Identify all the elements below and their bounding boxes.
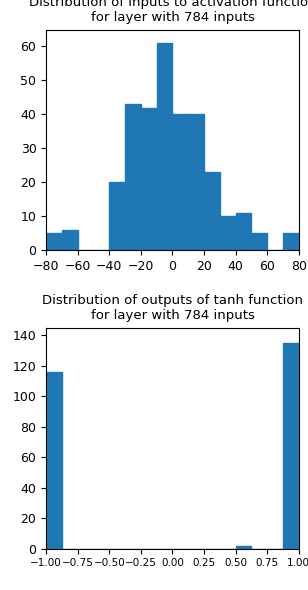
Bar [62, 230, 78, 250]
Bar [251, 234, 267, 250]
Bar [283, 343, 299, 549]
Bar [236, 213, 251, 250]
Bar [172, 114, 188, 250]
Bar [109, 182, 125, 250]
Bar [220, 217, 236, 250]
Bar [204, 172, 220, 250]
Title: Distribution of inputs to activation function
for layer with 784 inputs: Distribution of inputs to activation fun… [29, 0, 308, 24]
Bar [125, 104, 141, 250]
Bar [141, 108, 157, 250]
Bar [188, 114, 204, 250]
Bar [46, 372, 62, 549]
Bar [157, 43, 172, 250]
Title: Distribution of outputs of tanh function
for layer with 784 inputs: Distribution of outputs of tanh function… [42, 294, 303, 322]
Bar [46, 234, 62, 250]
Bar [283, 234, 299, 250]
Bar [236, 546, 251, 549]
